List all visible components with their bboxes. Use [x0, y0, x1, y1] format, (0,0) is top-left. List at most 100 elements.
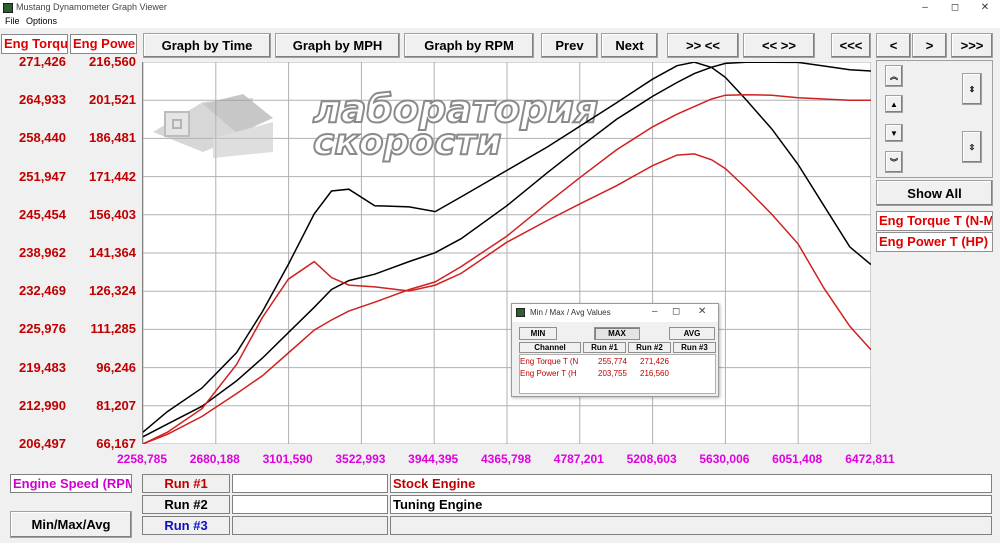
zoom-vertical-out-button[interactable]: ⇳ [962, 131, 982, 163]
scroll-far-left-button[interactable]: <<< [831, 33, 871, 58]
dialog-title: Min / Max / Avg Values [530, 308, 611, 317]
run3-name[interactable] [390, 516, 992, 535]
menu-options[interactable]: Options [26, 16, 58, 26]
app-icon [3, 3, 13, 13]
dyno-chart: лаборатория скорости [142, 61, 872, 445]
expand-icon: ⇳ [968, 142, 976, 152]
run3-file-field[interactable] [232, 516, 388, 535]
dialog-header-channel: Channel [519, 342, 581, 353]
scroll-up-fast-button[interactable]: ︽ [885, 65, 903, 87]
dialog-min-button[interactable]: MIN [519, 327, 557, 340]
power-tick-label: 171,442 [89, 168, 136, 184]
dialog-header-run2: Run #2 [628, 342, 671, 353]
graph-by-time-button[interactable]: Graph by Time [143, 33, 271, 58]
torque-tick-label: 251,947 [19, 168, 66, 184]
min-max-avg-button[interactable]: Min/Max/Avg [10, 511, 132, 538]
zoom-vertical-in-button[interactable]: ⇕ [962, 73, 982, 105]
dialog-header-run1: Run #1 [583, 342, 626, 353]
x-tick-label: 6472,811 [845, 452, 895, 466]
dialog-close-button[interactable]: ✕ [698, 306, 707, 317]
run1-label: Run #1 [142, 474, 230, 493]
series-line-4 [142, 93, 871, 445]
series-line-3 [142, 153, 872, 445]
collapse-icon: ⇕ [968, 84, 976, 94]
window-title: Mustang Dynamometer Graph Viewer [16, 2, 167, 12]
run2-name[interactable]: Tuning Engine [390, 495, 992, 514]
x-tick-label: 4787,201 [553, 452, 604, 466]
dialog-max-button[interactable]: MAX [594, 327, 640, 340]
x-tick-label: 2680,188 [189, 452, 240, 466]
torque-tick-label: 225,976 [19, 321, 66, 337]
torque-tick-label: 206,497 [19, 436, 66, 451]
title-bar: Mustang Dynamometer Graph Viewer – ◻ ✕ [0, 0, 1000, 16]
scroll-far-right-button[interactable]: >>> [951, 33, 993, 58]
run3-label: Run #3 [142, 516, 230, 535]
torque-tick-label: 219,483 [19, 359, 66, 375]
series-line-1 [142, 61, 872, 433]
power-tick-label: 96,246 [96, 359, 136, 375]
watermark-logo: лаборатория скорости [153, 86, 599, 164]
menu-bar: File Options [0, 16, 1000, 28]
x-tick-label: 4365,798 [480, 452, 532, 466]
x-tick-label: 2258,785 [116, 452, 168, 466]
watermark-emblem [153, 94, 273, 158]
power-tick-label: 216,560 [89, 54, 136, 69]
zoom-in-button[interactable]: >> << [667, 33, 739, 58]
torque-tick-label: 271,426 [19, 54, 66, 69]
channel-power-entry[interactable]: Eng Power T (HP) [876, 232, 993, 252]
series-line-2 [142, 61, 871, 438]
maximize-button[interactable]: ◻ [950, 2, 960, 13]
dialog-header-run3: Run #3 [673, 342, 716, 353]
scroll-up-button[interactable]: ▲ [885, 95, 903, 113]
show-all-button[interactable]: Show All [876, 180, 993, 206]
power-tick-label: 126,324 [89, 283, 136, 299]
minimize-button[interactable]: – [922, 2, 928, 13]
scroll-right-button[interactable]: > [912, 33, 947, 58]
power-tick-label: 66,167 [96, 436, 136, 451]
x-tick-label: 3101,590 [262, 452, 313, 466]
run1-name[interactable]: Stock Engine [390, 474, 992, 493]
chart-series [142, 61, 872, 445]
torque-tick-label: 264,933 [19, 92, 66, 108]
prev-button[interactable]: Prev [541, 33, 598, 58]
chart-canvas: лаборатория скорости [142, 61, 872, 445]
channel-torque-entry[interactable]: Eng Torque T (N-M) [876, 211, 993, 231]
x-tick-label: 6051,408 [772, 452, 823, 466]
vertical-scroll-panel: ︽ ▲ ▼ ︾ ⇕ ⇳ [876, 60, 993, 178]
dialog-row-torque-channel: Eng Torque T (N [520, 357, 579, 366]
close-button[interactable]: ✕ [980, 2, 990, 13]
torque-axis-header[interactable]: Eng Torque T [1, 34, 68, 54]
dialog-row-power-run2: 216,560 [640, 369, 669, 378]
watermark-line-1: лаборатория [313, 87, 598, 131]
dialog-row-torque-run1: 255,774 [598, 357, 627, 366]
power-tick-label: 186,481 [89, 130, 136, 146]
dialog-minimize-button[interactable]: – [652, 306, 658, 317]
scroll-down-button[interactable]: ▼ [885, 124, 903, 142]
power-tick-label: 81,207 [96, 397, 136, 413]
dialog-row-power-run1: 203,755 [598, 369, 627, 378]
zoom-out-button[interactable]: << >> [743, 33, 815, 58]
run2-file-field[interactable] [232, 495, 388, 514]
double-chevron-up-icon: ︽ [890, 71, 898, 81]
graph-by-mph-button[interactable]: Graph by MPH [275, 33, 400, 58]
torque-tick-label: 258,440 [19, 130, 66, 146]
dialog-maximize-button[interactable]: ◻ [672, 306, 681, 317]
torque-tick-label: 245,454 [19, 206, 66, 222]
dialog-row-torque-run2: 271,426 [640, 357, 669, 366]
scroll-down-fast-button[interactable]: ︾ [885, 151, 903, 173]
dialog-avg-button[interactable]: AVG [669, 327, 715, 340]
power-axis-header[interactable]: Eng Power T [70, 34, 137, 54]
power-tick-label: 111,285 [90, 321, 136, 337]
watermark-line-2: скорости [313, 122, 501, 163]
dialog-title-bar[interactable]: Min / Max / Avg Values – ◻ ✕ [512, 304, 718, 322]
dialog-row-power-channel: Eng Power T (H [520, 369, 577, 378]
scroll-left-button[interactable]: < [876, 33, 911, 58]
x-tick-label: 3944,395 [408, 452, 459, 466]
menu-file[interactable]: File [5, 16, 20, 26]
run1-file-field[interactable] [232, 474, 388, 493]
x-channel-selector[interactable]: Engine Speed (RPM) [10, 474, 132, 493]
graph-by-rpm-button[interactable]: Graph by RPM [404, 33, 534, 58]
double-chevron-down-icon: ︾ [890, 157, 898, 167]
next-button[interactable]: Next [601, 33, 658, 58]
power-tick-label: 141,364 [89, 245, 136, 260]
